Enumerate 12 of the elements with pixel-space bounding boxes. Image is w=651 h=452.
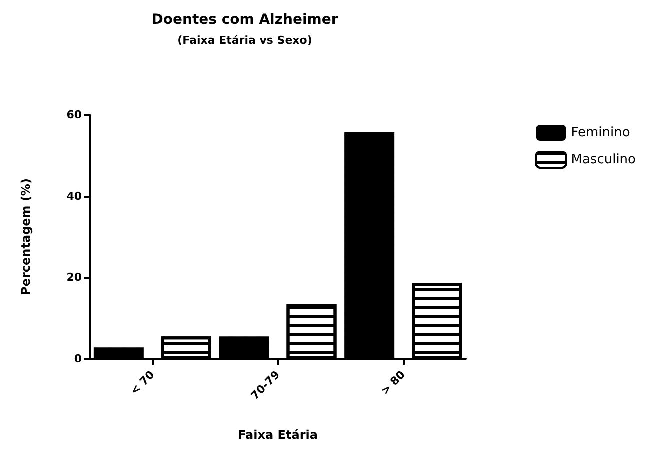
x-axis-title: Faixa Etária (238, 428, 318, 442)
chart-subtitle: (Faixa Etária vs Sexo) (178, 34, 312, 47)
x-tick-label: < 70 (128, 368, 158, 398)
y-axis-title: Percentagem (%) (19, 178, 33, 296)
y-tick-label: 0 (74, 352, 82, 366)
y-tick-label: 20 (66, 271, 82, 284)
y-tick-label: 40 (66, 190, 82, 203)
legend-label: Feminino (571, 126, 630, 140)
legend-label: Masculino (571, 152, 636, 168)
chart-title: Doentes com Alzheimer (152, 12, 338, 28)
y-tick-label: 60 (66, 108, 82, 122)
x-tick-label: > 80 (378, 368, 408, 398)
